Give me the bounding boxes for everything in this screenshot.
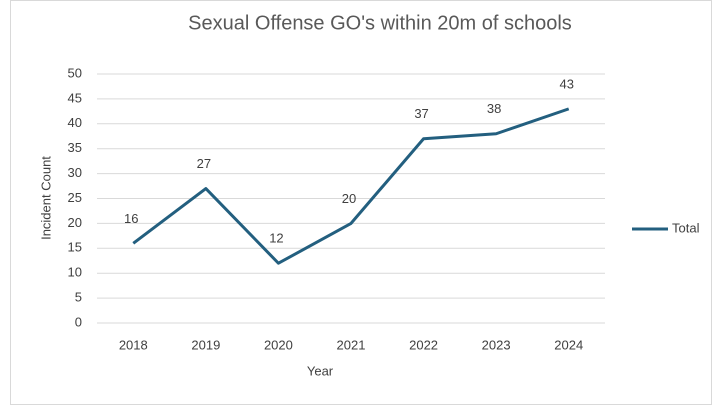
y-axis-label: Incident Count: [38, 156, 53, 240]
data-line: [132, 107, 570, 265]
data-label: 20: [342, 191, 356, 206]
legend-label: Total: [672, 220, 700, 235]
data-label: 38: [487, 101, 501, 116]
y-tick-label: 35: [68, 140, 82, 155]
y-tick-label: 50: [68, 65, 82, 80]
y-tick-label: 10: [68, 265, 82, 280]
data-label: 43: [559, 76, 573, 91]
chart-title: Sexual Offense GO's within 20m of school…: [188, 12, 572, 34]
y-tick-label: 20: [68, 215, 82, 230]
x-tick-label: 2024: [554, 337, 583, 352]
data-label: 12: [269, 231, 283, 246]
x-tick-label: 2020: [264, 337, 293, 352]
x-tick-label: 2021: [337, 337, 366, 352]
data-label: 37: [414, 106, 428, 121]
x-tick-label: 2019: [191, 337, 220, 352]
x-tick-label: 2023: [482, 337, 511, 352]
data-label: 16: [124, 211, 138, 226]
x-tick-label: 2022: [409, 337, 438, 352]
y-tick-label: 30: [68, 165, 82, 180]
y-tick-label: 15: [68, 240, 82, 255]
x-tick-label: 2018: [119, 337, 148, 352]
x-axis-label: Year: [307, 363, 334, 378]
y-tick-label: 25: [68, 190, 82, 205]
data-label: 27: [197, 156, 211, 171]
y-tick-label: 0: [75, 314, 82, 329]
chart-border: [10, 0, 712, 405]
y-tick-label: 45: [68, 90, 82, 105]
y-tick-label: 5: [75, 290, 82, 305]
y-tick-label: 40: [68, 115, 82, 130]
